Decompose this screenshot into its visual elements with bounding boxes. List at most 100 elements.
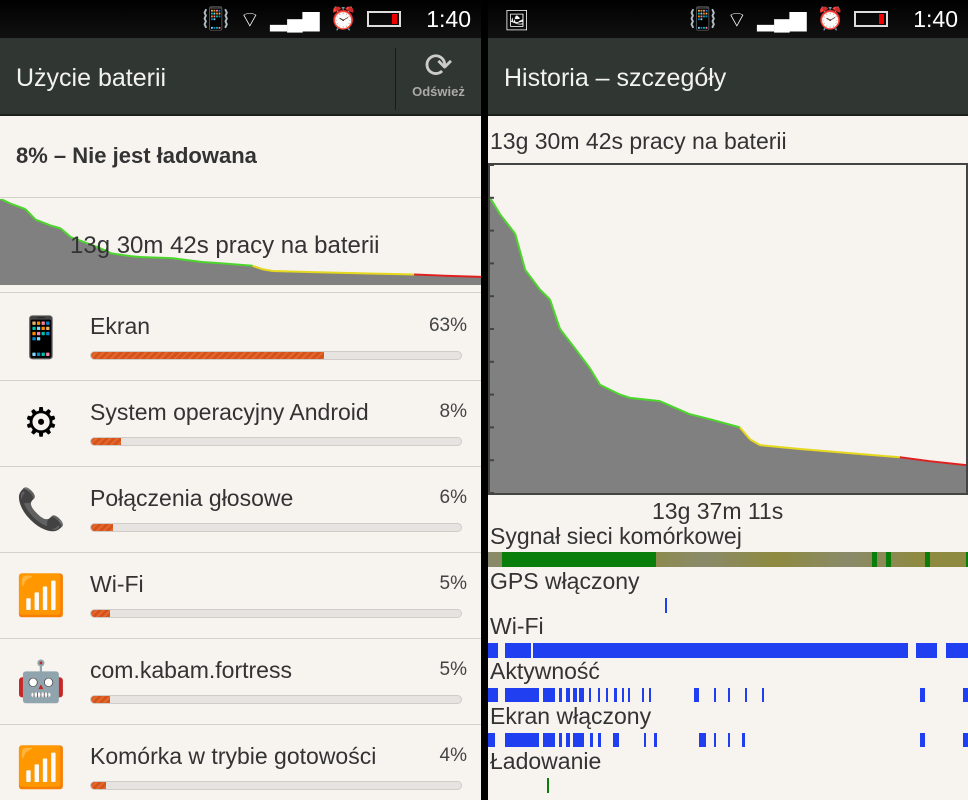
battery-line-segment — [689, 413, 711, 421]
item-percent: 8% — [439, 401, 467, 422]
item-percent: 5% — [439, 573, 467, 594]
gears-icon: ⚙ — [23, 401, 59, 445]
clock: 1:40 — [913, 6, 958, 32]
track-segment — [742, 733, 745, 747]
activity-label: Aktywność — [490, 658, 600, 684]
battery-line-segment — [131, 255, 142, 259]
track-segment — [543, 688, 556, 702]
wifi-icon: ⌔ — [239, 7, 261, 32]
battery-line-segment — [799, 448, 860, 455]
gps-label: GPS włączony — [490, 568, 640, 594]
track-segment — [744, 688, 747, 702]
battery-time-caption: 13g 30m 42s pracy na baterii — [70, 232, 380, 259]
usage-bar — [90, 781, 462, 790]
battery-line-segment — [599, 383, 621, 396]
battery-line-segment — [619, 393, 631, 399]
track-segment — [547, 778, 550, 793]
item-name: com.kabam.fortress — [90, 657, 292, 683]
battery-line-segment — [629, 396, 661, 403]
battery-line-segment — [499, 213, 517, 235]
action-bar: Historia – szczegóły — [488, 38, 968, 116]
track-segment — [590, 733, 593, 747]
wifi-label: Wi-Fi — [490, 613, 544, 639]
usage-bar-fill — [91, 524, 114, 531]
item-name: Połączenia głosowe — [90, 485, 294, 511]
track-segment — [622, 688, 625, 702]
track-segment — [965, 552, 968, 567]
battery-history-graph[interactable]: 13g 30m 42s pracy na baterii — [0, 197, 481, 285]
charging-track — [488, 778, 968, 793]
usage-bar-fill — [91, 438, 121, 445]
activity-track — [488, 688, 968, 702]
track-segment — [612, 733, 619, 747]
battery-line-segment — [50, 224, 61, 230]
track-segment — [628, 688, 631, 702]
battery-line-segment — [899, 456, 930, 463]
track-segment — [605, 688, 608, 702]
screen-track — [488, 733, 968, 747]
item-name: Wi-Fi — [90, 571, 144, 597]
battery-area — [490, 197, 966, 494]
status-bar: 🖼 📳 ⌔ ▂▄▆ ⏰ 1:40 — [488, 0, 968, 38]
usage-bar — [90, 695, 462, 704]
track-segment — [916, 643, 937, 658]
battery-usage-item[interactable]: 📶 Komórka w trybie gotowości 4% — [0, 725, 481, 800]
battery-line-segment — [171, 257, 203, 263]
signal-icon: ▂▄▆ — [270, 6, 320, 31]
action-bar: Użycie baterii ⟳ Odśwież — [0, 38, 481, 116]
track-segment — [653, 733, 657, 747]
track-segment — [598, 688, 601, 702]
battery-line-segment — [549, 299, 561, 330]
track-segment — [565, 688, 570, 702]
track-segment — [761, 688, 764, 702]
signal-track — [488, 552, 968, 567]
vibrate-icon: 📳 — [202, 6, 230, 31]
divider — [0, 292, 481, 293]
signal-icon: ▂▄▆ — [757, 6, 807, 31]
item-percent: 63% — [428, 315, 467, 336]
battery-line-segment — [141, 256, 172, 260]
battery-line-segment — [110, 252, 132, 258]
battery-usage-item[interactable]: 🤖 com.kabam.fortress 5% — [0, 639, 481, 725]
track-segment — [641, 688, 644, 702]
gps-track — [488, 598, 968, 613]
track-segment — [920, 688, 925, 702]
divider — [0, 197, 481, 198]
battery-usage-screen: 📳 ⌔ ▂▄▆ ⏰ 1:40 Użycie baterii ⟳ Odśwież 8% … — [0, 0, 481, 800]
battery-line-segment — [272, 269, 314, 274]
alarm-icon: ⏰ — [816, 6, 844, 31]
charging-label: Ładowanie — [490, 748, 602, 774]
history-details-screen: 🖼 📳 ⌔ ▂▄▆ ⏰ 1:40 Historia – szczegóły 13g 3… — [488, 0, 968, 800]
battery-line-segment — [70, 236, 87, 244]
battery-line-segment — [489, 197, 501, 215]
wifi-icon: ⌔ — [726, 7, 748, 32]
battery-line-segment — [35, 218, 51, 227]
usage-bar — [90, 609, 462, 618]
track-segment — [728, 688, 730, 702]
usage-bar — [90, 523, 462, 532]
track-segment — [573, 733, 584, 747]
android-app-icon: 🤖 — [16, 659, 66, 704]
battery-usage-item[interactable]: ⚙ System operacyjny Android 8% — [0, 381, 481, 467]
battery-usage-item[interactable]: 📱 Ekran 63% — [0, 295, 481, 381]
track-segment — [565, 733, 570, 747]
wifi-icon: 📶 — [16, 573, 66, 618]
battery-line-segment — [9, 202, 26, 211]
track-segment — [924, 552, 930, 567]
battery-line-segment — [444, 274, 481, 278]
track-segment — [963, 733, 968, 747]
refresh-button[interactable]: ⟳ Odśwież — [395, 48, 481, 110]
refresh-icon: ⟳ — [424, 47, 453, 85]
battery-line-segment — [739, 426, 751, 440]
track-segment — [543, 733, 556, 747]
battery-line-segment — [659, 400, 691, 416]
track-segment — [644, 733, 646, 747]
track-segment — [488, 643, 498, 658]
battery-usage-item[interactable]: 📶 Wi-Fi 5% — [0, 553, 481, 639]
battery-time-caption: 13g 30m 42s pracy na baterii — [490, 128, 787, 154]
track-segment — [598, 733, 602, 747]
battery-usage-item[interactable]: 📞 Połączenia głosowe 6% — [0, 467, 481, 553]
battery-line-segment — [262, 268, 273, 272]
track-segment — [488, 688, 498, 702]
battery-line-segment — [539, 288, 551, 301]
